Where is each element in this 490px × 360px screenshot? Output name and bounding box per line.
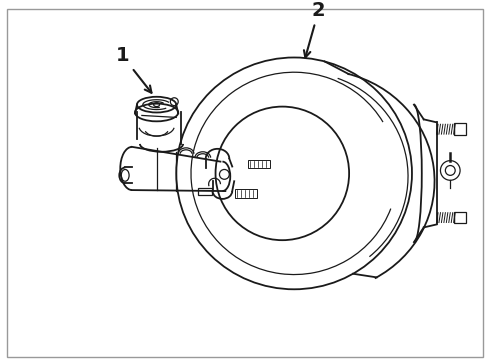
Bar [248, 159, 270, 168]
Bar [198, 188, 212, 195]
Bar [454, 123, 466, 135]
Bar [235, 189, 257, 198]
Bar [454, 212, 466, 224]
Text: 1: 1 [116, 46, 151, 93]
Text: 2: 2 [304, 1, 325, 58]
